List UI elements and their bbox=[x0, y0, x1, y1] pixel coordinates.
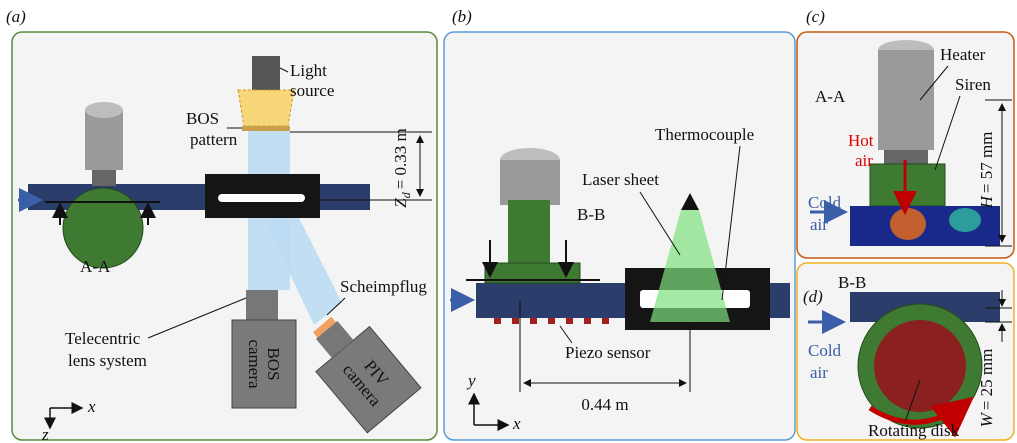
label: Piezo sensor bbox=[565, 343, 651, 362]
label: B-B bbox=[577, 205, 605, 224]
mixing-region bbox=[949, 208, 981, 232]
piezo-sensors bbox=[566, 318, 573, 324]
axis-label: x bbox=[512, 414, 521, 433]
rotating-disk bbox=[874, 320, 966, 412]
label: Thermocouple bbox=[655, 125, 754, 144]
bos-pattern bbox=[242, 126, 290, 131]
label: pattern bbox=[190, 130, 238, 149]
dimension-label: = 57 mm bbox=[977, 132, 996, 194]
axis-label: z bbox=[41, 425, 49, 443]
axis-label: y bbox=[466, 371, 476, 390]
label: Cold bbox=[808, 193, 842, 212]
panel-label: (a) bbox=[6, 7, 26, 26]
label: Rotating disk bbox=[868, 421, 960, 440]
diffuser bbox=[238, 90, 294, 126]
light-source bbox=[252, 56, 280, 90]
heater bbox=[85, 110, 123, 170]
heater-top bbox=[85, 102, 123, 118]
label: A-A bbox=[80, 257, 111, 276]
label: BOS bbox=[264, 347, 283, 380]
label: Heater bbox=[940, 45, 986, 64]
label: air bbox=[810, 215, 828, 234]
label: air bbox=[810, 363, 828, 382]
panel-label: (b) bbox=[452, 7, 472, 26]
window bbox=[218, 194, 305, 202]
piezo-sensors bbox=[494, 318, 501, 324]
piezo-sensors bbox=[548, 318, 555, 324]
dimension-label: H= 57 mm bbox=[977, 132, 996, 210]
figure: (a) PIV camera BOS camera Zd= 0.33 m Lig… bbox=[0, 0, 1017, 443]
label: Scheimpflug bbox=[340, 277, 427, 296]
label: Light bbox=[290, 61, 327, 80]
axis-label: x bbox=[87, 397, 96, 416]
siren bbox=[870, 164, 945, 206]
panel-frame bbox=[444, 32, 795, 440]
piezo-sensors bbox=[530, 318, 537, 324]
label: Cold bbox=[808, 341, 842, 360]
heater bbox=[878, 50, 934, 150]
label: B-B bbox=[838, 273, 866, 292]
piezo-sensors bbox=[602, 318, 609, 324]
hot-plume bbox=[890, 208, 926, 240]
piezo-sensors bbox=[512, 318, 519, 324]
label: Laser sheet bbox=[582, 170, 659, 189]
label: BOS bbox=[186, 109, 219, 128]
dimension-label: = 0.33 m bbox=[391, 128, 410, 189]
panel-label: (d) bbox=[803, 287, 823, 306]
label: source bbox=[290, 81, 334, 100]
label: air bbox=[855, 151, 873, 170]
dimension-label: 0.44 m bbox=[581, 395, 628, 414]
label: camera bbox=[245, 339, 264, 389]
siren-disk bbox=[63, 188, 143, 268]
telecentric-lens bbox=[246, 290, 278, 320]
dimension-label: W= 25 mm bbox=[977, 349, 996, 428]
dimension-label: = 25 mm bbox=[977, 349, 996, 411]
label: lens system bbox=[68, 351, 147, 370]
dimension-label: d bbox=[399, 191, 413, 198]
label: Hot bbox=[848, 131, 874, 150]
label: A-A bbox=[815, 87, 846, 106]
label: Siren bbox=[955, 75, 991, 94]
dimension-label: W bbox=[977, 411, 996, 427]
siren bbox=[508, 200, 550, 265]
siren-body bbox=[92, 170, 116, 186]
heater bbox=[500, 160, 560, 205]
label: Telecentric bbox=[65, 329, 141, 348]
piezo-sensors bbox=[584, 318, 591, 324]
panel-label: (c) bbox=[806, 7, 825, 26]
dimension-label: H bbox=[977, 194, 996, 209]
